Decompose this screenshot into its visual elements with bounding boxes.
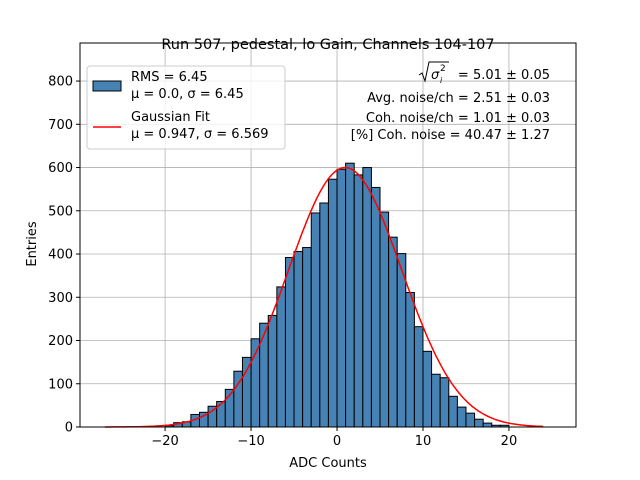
legend-fit-stats: μ = 0.947, σ = 6.569 — [131, 127, 269, 142]
y-tick-label: 600 — [48, 161, 73, 176]
x-tick-label: 10 — [415, 434, 432, 449]
gaussian-fit-line — [104, 166, 544, 428]
histogram-bar — [362, 167, 372, 428]
svg-text:σ: σ — [431, 68, 440, 83]
coh-noise-pct: [%] Coh. noise = 40.47 ± 1.27 — [351, 128, 550, 143]
y-tick-label: 300 — [48, 291, 73, 306]
avg-noise: Avg. noise/ch = 2.51 ± 0.03 — [367, 91, 550, 106]
histogram-bar — [336, 168, 347, 428]
histogram-bar — [216, 400, 226, 428]
legend: RMS = 6.45 μ = 0.0, σ = 6.45 Gaussian Fi… — [86, 65, 286, 150]
x-tick-label: −20 — [151, 434, 178, 449]
histogram-bar — [456, 406, 467, 428]
y-tick-label: 100 — [48, 377, 73, 392]
x-tick-label: 0 — [333, 434, 341, 449]
stats-annotations: σ 2 i = 5.01 ± 0.05 Avg. noise/ch = 2.51… — [351, 61, 550, 143]
histogram-bar — [241, 356, 252, 428]
histogram-bar — [370, 186, 381, 428]
plot-frame — [79, 42, 577, 428]
coh-noise: Coh. noise/ch = 1.01 ± 0.03 — [366, 111, 550, 126]
histogram-bar — [276, 286, 286, 428]
histogram-bar — [422, 350, 433, 428]
y-tick-label: 0 — [65, 421, 73, 436]
x-axis-label: ADC Counts — [289, 456, 367, 471]
histogram-bar — [327, 178, 338, 428]
histogram-bar — [388, 236, 398, 428]
histogram-bar — [448, 395, 458, 428]
histogram-bar — [465, 412, 476, 428]
histogram-bar — [482, 422, 493, 428]
legend-hist-stats: μ = 0.0, σ = 6.45 — [131, 87, 244, 102]
y-tick-label: 700 — [48, 118, 73, 133]
legend-rms: RMS = 6.45 — [131, 70, 208, 85]
y-axis-label: Entries — [25, 221, 40, 267]
x-tick-label: −10 — [237, 434, 264, 449]
svg-text:2: 2 — [440, 64, 446, 74]
histogram-bar — [353, 174, 364, 428]
histogram-bar — [431, 373, 441, 428]
histogram-bar — [405, 292, 415, 428]
histogram-bar — [267, 314, 278, 428]
legend-patch-histogram — [92, 80, 122, 92]
histogram-bar — [345, 162, 355, 428]
sigma-value: = 5.01 ± 0.05 — [458, 68, 550, 83]
legend-fit-label: Gaussian Fit — [131, 110, 210, 125]
histogram-bar — [293, 250, 304, 428]
sqrt-symbol — [418, 61, 449, 83]
histogram-bar — [284, 256, 295, 428]
y-tick-label: 400 — [48, 248, 73, 263]
histogram-bar — [319, 202, 329, 428]
histogram-bar — [379, 211, 390, 428]
histogram-bar — [413, 326, 424, 428]
y-tick-label: 500 — [48, 204, 73, 219]
histogram-bar — [302, 247, 312, 428]
histogram-bar — [259, 322, 269, 428]
chart-title: Run 507, pedestal, lo Gain, Channels 104… — [161, 37, 494, 53]
histogram-bar — [474, 418, 484, 428]
y-tick-label: 800 — [48, 75, 73, 90]
y-tick-label: 200 — [48, 334, 73, 349]
histogram-bar — [310, 212, 321, 428]
histogram-bars — [164, 162, 510, 428]
svg-text:i: i — [440, 76, 443, 85]
x-tick-label: 20 — [501, 434, 518, 449]
histogram-bar — [439, 377, 450, 428]
